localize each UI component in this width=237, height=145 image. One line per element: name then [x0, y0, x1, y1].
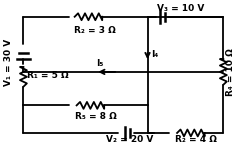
Text: R₂ = 3 Ω: R₂ = 3 Ω [74, 26, 115, 35]
Text: V₁ = 30 V: V₁ = 30 V [4, 38, 13, 86]
Text: V₂ = 20 V: V₂ = 20 V [106, 135, 154, 144]
Text: I₅: I₅ [96, 59, 104, 68]
Text: R₂ = 4 Ω: R₂ = 4 Ω [175, 135, 217, 144]
Text: V₃ = 10 V: V₃ = 10 V [157, 4, 205, 13]
Text: R₁ = 5 Ω: R₁ = 5 Ω [27, 71, 69, 80]
Text: I₄: I₄ [151, 50, 159, 59]
Text: R₄ = 10 Ω: R₄ = 10 Ω [226, 48, 235, 96]
Text: R₅ = 8 Ω: R₅ = 8 Ω [75, 112, 116, 121]
